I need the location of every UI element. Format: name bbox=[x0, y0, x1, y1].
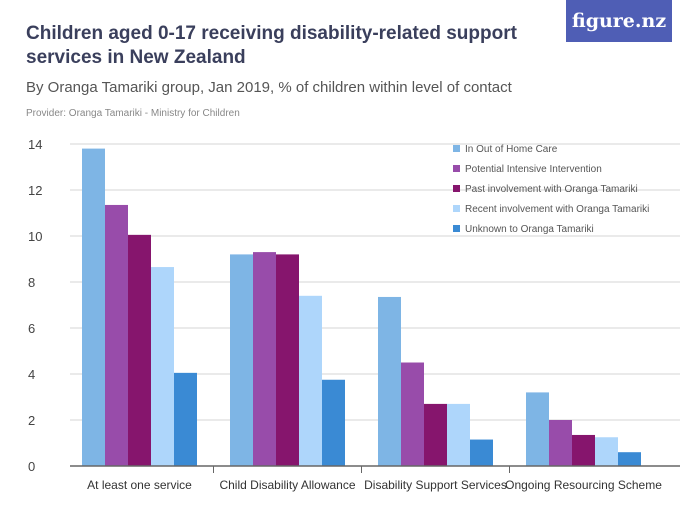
bar bbox=[618, 452, 641, 466]
bar bbox=[105, 204, 128, 466]
bar bbox=[470, 439, 493, 466]
y-tick-label: 2 bbox=[28, 413, 35, 428]
y-tick-label: 10 bbox=[28, 229, 42, 244]
bar bbox=[299, 295, 322, 466]
bar bbox=[401, 362, 424, 466]
y-tick-label: 14 bbox=[28, 137, 42, 152]
x-tick-label: At least one service bbox=[87, 478, 192, 492]
x-tick-label: Disability Support Services bbox=[364, 478, 507, 492]
bar bbox=[322, 379, 345, 466]
y-tick-label: 0 bbox=[28, 459, 35, 474]
x-tick-label: Child Disability Allowance bbox=[219, 478, 355, 492]
legend-label: Recent involvement with Oranga Tamariki bbox=[465, 204, 649, 215]
legend-swatch bbox=[453, 185, 460, 192]
legend-swatch bbox=[453, 225, 460, 232]
bar bbox=[128, 234, 151, 466]
chart-title: Children aged 0-17 receiving disability-… bbox=[26, 23, 517, 68]
chart-subtitle: By Oranga Tamariki group, Jan 2019, % of… bbox=[26, 79, 512, 96]
legend-swatch bbox=[453, 165, 460, 172]
legend-label: Potential Intensive Intervention bbox=[465, 164, 602, 175]
y-tick-label: 8 bbox=[28, 275, 35, 290]
bar bbox=[276, 254, 299, 466]
y-tick-label: 6 bbox=[28, 321, 35, 336]
bar bbox=[595, 437, 618, 466]
y-tick-label: 4 bbox=[28, 367, 35, 382]
y-tick-label: 12 bbox=[28, 183, 42, 198]
bar bbox=[378, 296, 401, 466]
bar bbox=[549, 420, 572, 466]
bar bbox=[424, 403, 447, 466]
legend-label: Past involvement with Oranga Tamariki bbox=[465, 184, 638, 195]
bar bbox=[230, 254, 253, 466]
legend-label: Unknown to Oranga Tamariki bbox=[465, 224, 594, 235]
figure-nz-logo[interactable]: figure.nz bbox=[566, 0, 672, 42]
legend-swatch bbox=[453, 145, 460, 152]
bar bbox=[526, 392, 549, 466]
provider-note: Provider: Oranga Tamariki - Ministry for… bbox=[26, 108, 240, 119]
bar bbox=[151, 267, 174, 466]
bar bbox=[174, 372, 197, 466]
legend-swatch bbox=[453, 205, 460, 212]
x-tick-label: Ongoing Resourcing Scheme bbox=[505, 478, 662, 492]
bar bbox=[253, 252, 276, 466]
bar bbox=[572, 434, 595, 466]
bar bbox=[447, 403, 470, 466]
bar bbox=[82, 148, 105, 466]
legend-label: In Out of Home Care bbox=[465, 144, 558, 155]
